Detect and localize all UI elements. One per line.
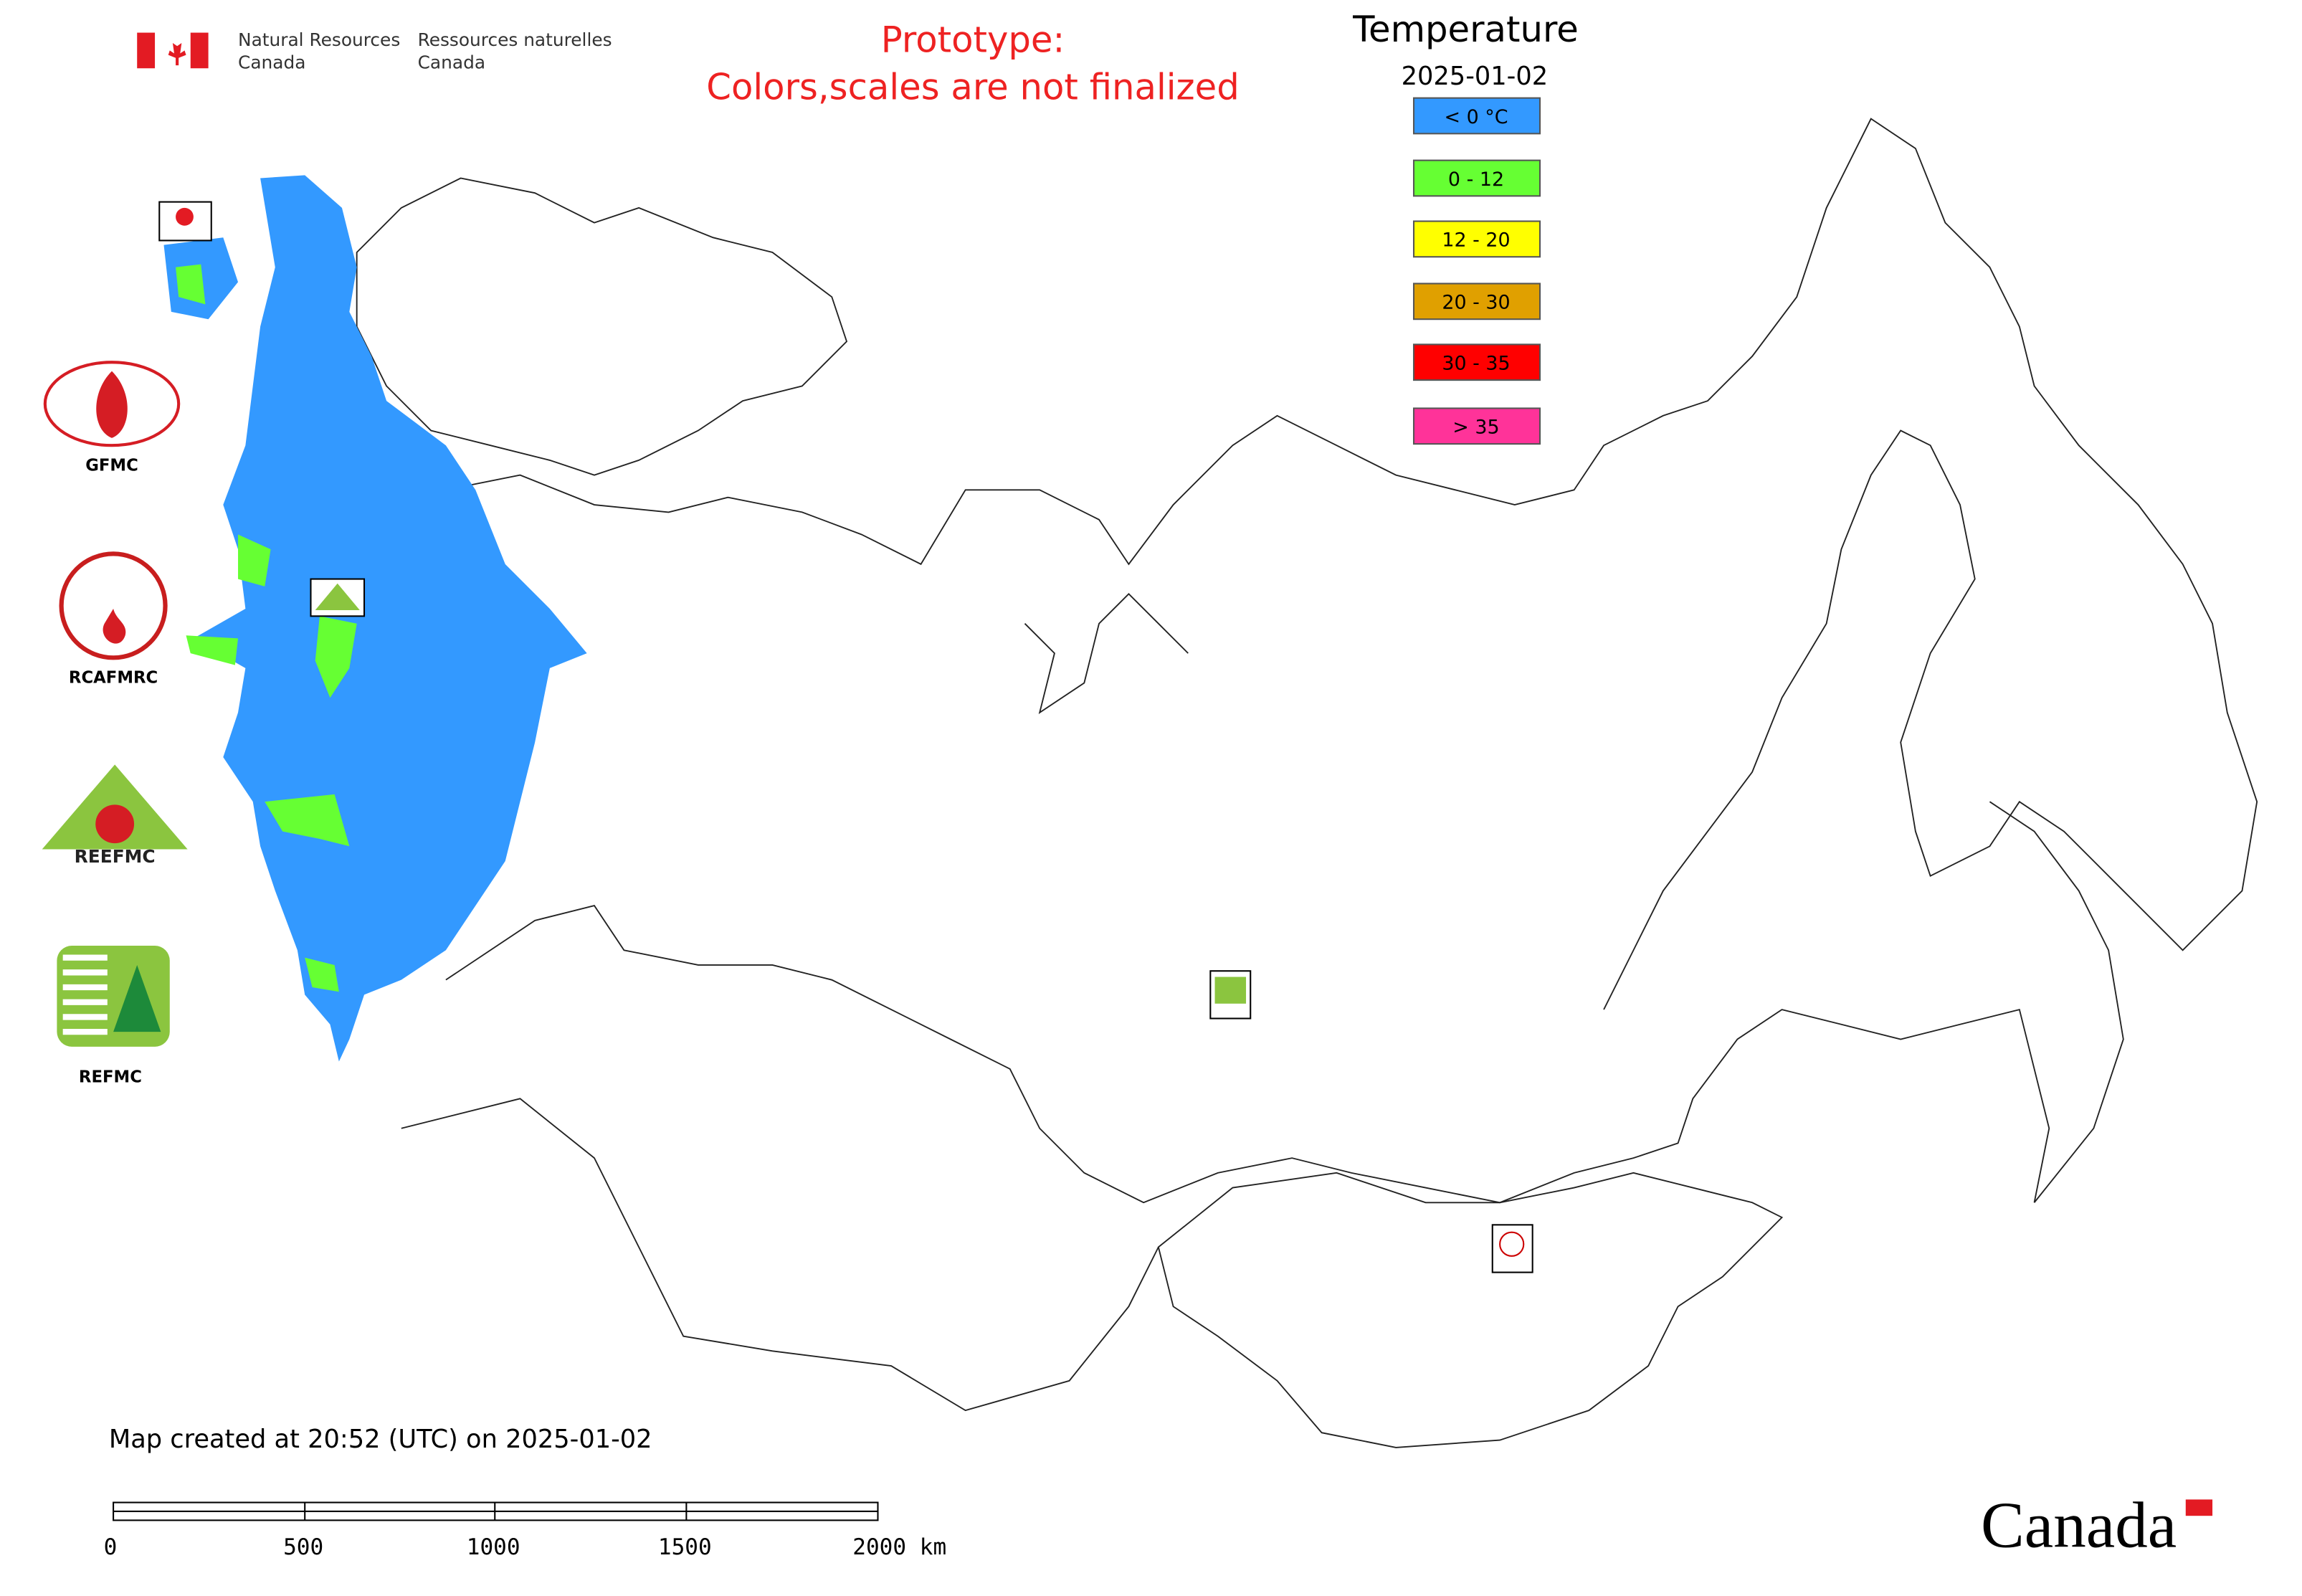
- rcafmrc-marker-icon: [1499, 1231, 1525, 1257]
- flag-bar: [190, 32, 209, 69]
- coastline: [356, 177, 848, 476]
- legend: < 0 °C 0 - 12 12 - 20 20 - 30 30 - 35 > 35: [1412, 97, 1541, 445]
- scale-bar: 0 500 1000 1500 2000 km: [104, 1501, 946, 1560]
- temperature-area-mild: [305, 957, 339, 992]
- logo-label: RCAFMRC: [69, 669, 158, 688]
- coastline: [1989, 801, 2124, 1203]
- coastline: [445, 118, 2258, 1010]
- temperature-area-mild: [315, 616, 357, 698]
- border: [445, 905, 2050, 1204]
- logo-label: REFMC: [79, 1068, 142, 1087]
- border: [401, 1098, 1159, 1412]
- logo-label: GFMC: [85, 456, 138, 475]
- legend-swatch: [1412, 282, 1541, 320]
- scale-label: 2000 km: [852, 1534, 946, 1560]
- refmc-logo: [113, 964, 161, 1032]
- legend-swatch: [1412, 343, 1541, 381]
- coastline: [1024, 592, 1189, 715]
- agency-fr: Ressources naturelles: [418, 29, 612, 50]
- maple-leaf: [168, 37, 186, 66]
- border: [1157, 1172, 1784, 1448]
- notice: Prototype:: [881, 19, 1065, 60]
- gfmc-logo: [43, 361, 181, 447]
- temperature-area-mild: [238, 534, 271, 586]
- temperature-area-mild: [186, 635, 239, 665]
- agency-en: Canada: [238, 52, 305, 72]
- scale-label: 0: [104, 1534, 118, 1560]
- refmc-marker-icon: [1214, 977, 1247, 1004]
- temperature-area-cold: [193, 175, 587, 1062]
- wordmark-flag: [2185, 1499, 2213, 1516]
- legend-label: 0 - 12: [1448, 168, 1504, 191]
- legend-swatch: [1412, 159, 1541, 197]
- rcafmrc-logo: [59, 551, 168, 660]
- legend-swatch: [1412, 407, 1541, 445]
- centre-markers: [158, 201, 1533, 1273]
- refmc-logo: [62, 954, 108, 1035]
- legend-label: 20 - 30: [1442, 292, 1510, 314]
- legend-label: < 0 °C: [1444, 106, 1508, 128]
- reefmc-logo: [95, 804, 135, 844]
- canada-wordmark: Canada: [1981, 1489, 2177, 1562]
- reefmc-marker-icon: [315, 583, 360, 611]
- legend-label: 30 - 35: [1442, 353, 1510, 375]
- agency-en: Natural Resources: [238, 29, 400, 50]
- scale-label: 500: [283, 1534, 323, 1560]
- temperature-area-mild: [176, 264, 206, 305]
- map-created: Map created at 20:52 (UTC) on 2025-01-02: [109, 1425, 652, 1454]
- legend-title: Temperature: [1352, 9, 1579, 50]
- flag-bar: [137, 32, 156, 69]
- logo-text: REEFMC: [75, 846, 156, 867]
- agency-fr: Canada: [418, 52, 485, 72]
- legend-date: 2025-01-02: [1402, 62, 1549, 91]
- temperature-area-mild: [265, 794, 350, 847]
- partner-logos: GFMC RCAFMRC REEFMC REFMC: [42, 361, 188, 1087]
- legend-swatch: [1412, 97, 1541, 135]
- nrcan-signature: Natural Resources Canada Ressources natu…: [137, 29, 612, 72]
- scale-label: 1000: [467, 1534, 520, 1560]
- gfmc-marker-icon: [176, 207, 194, 226]
- legend-label: 12 - 20: [1442, 229, 1510, 252]
- scale-label: 1500: [658, 1534, 712, 1560]
- map-outlines: [356, 118, 2258, 1448]
- notice: Colors,scales are not finalized: [706, 67, 1239, 108]
- temperature-area: [163, 175, 587, 1062]
- legend-label: > 35: [1452, 417, 1499, 439]
- rcafmrc-logo: [103, 608, 126, 644]
- gfmc-logo: [96, 371, 128, 438]
- legend-swatch: [1412, 220, 1541, 258]
